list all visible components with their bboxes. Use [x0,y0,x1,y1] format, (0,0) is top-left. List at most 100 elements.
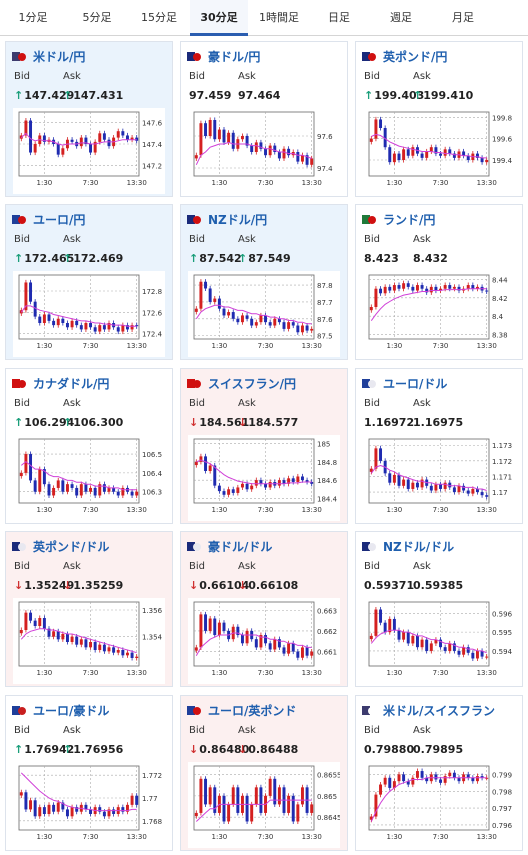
tab-0[interactable]: 1分足 [18,11,48,24]
arrow-down-icon: ↓ [238,579,248,592]
candle-body [268,481,272,488]
pair-name[interactable]: 豪ドル/ドル [208,539,273,554]
candle-body [38,316,42,323]
pair-name[interactable]: 英ポンド/円 [383,49,448,64]
rate-card-title[interactable]: 米ドル/円 [12,48,85,64]
candle-body [102,484,106,492]
x-tick-label: 7:30 [433,342,449,350]
rate-card-title[interactable]: 英ポンド/ドル [12,538,109,554]
mini-chart[interactable]: 1.173 1.172 1.171 1.17 1:30 7:30 13:30 [363,435,515,521]
pair-name[interactable]: 米ドル/スイスフラン [383,703,496,718]
x-tick-label: 13:30 [302,179,322,187]
mini-chart[interactable]: 199.8 199.6 199.4 1:30 7:30 13:30 [363,108,515,194]
candle-body [194,647,198,651]
candle-body [194,461,198,466]
mini-chart[interactable]: 0.799 0.798 0.797 0.796 1:30 7:30 13:30 [363,762,515,848]
candle-body [291,643,295,652]
tab-6[interactable]: 週足 [390,11,412,24]
rate-card-title[interactable]: 米ドル/スイスフラン [362,702,495,718]
mini-chart[interactable]: 1.772 1.77 1.768 1:30 7:30 13:30 [13,762,165,848]
rate-card-title[interactable]: ユーロ/円 [12,211,85,227]
mini-chart[interactable]: 0.663 0.662 0.661 1:30 7:30 13:30 [188,598,340,684]
x-tick-label: 7:30 [83,833,99,841]
mini-chart[interactable]: 0.596 0.595 0.594 1:30 7:30 13:30 [363,598,515,684]
pair-name[interactable]: 米ドル/円 [33,49,86,64]
ask-label: Ask [63,725,81,736]
candle-body [305,480,309,482]
mini-chart[interactable]: 97.6 97.4 1:30 7:30 13:30 [188,108,340,194]
tab-4[interactable]: 1時間足 [259,11,299,24]
mini-chart[interactable]: 1.356 1.354 1:30 7:30 13:30 [13,598,165,684]
candle-body [277,480,281,486]
candle-body [388,473,392,483]
ask-price: 172.469 [73,252,124,265]
rate-card-title[interactable]: カナダドル/円 [12,375,109,391]
y-tick-label: 0.797 [492,805,512,813]
candlestick-chart: 185 184.8 184.6 184.4 1:30 7:30 13:30 [188,435,340,521]
pair-name[interactable]: カナダドル/円 [33,376,110,391]
x-tick-label: 7:30 [83,669,99,677]
pair-name[interactable]: NZドル/円 [208,212,268,227]
pair-name[interactable]: スイスフラン/円 [208,376,297,391]
candle-body [439,153,443,156]
pair-name[interactable]: ユーロ/ドル [383,376,448,391]
mini-chart[interactable]: 106.5 106.4 106.3 1:30 7:30 13:30 [13,435,165,521]
mini-chart[interactable]: 8.44 8.42 8.4 8.38 1:30 7:30 13:30 [363,271,515,357]
mini-chart[interactable]: 147.6 147.4 147.2 1:30 7:30 13:30 [13,108,165,194]
pair-name[interactable]: ランド/円 [383,212,436,227]
candle-body [420,153,424,158]
pair-name[interactable]: ユーロ/豪ドル [33,703,110,718]
candle-body [466,647,470,653]
rate-card-title[interactable]: NZドル/円 [187,211,267,227]
pair-name[interactable]: ユーロ/円 [33,212,86,227]
rate-card-title[interactable]: スイスフラン/円 [187,375,296,391]
pair-name[interactable]: 豪ドル/円 [208,49,261,64]
candle-body [259,635,263,648]
ask-price: 87.549 [248,252,291,265]
candle-body [277,318,281,323]
rate-card-title[interactable]: ユーロ/ドル [362,375,447,391]
candle-body [374,119,378,139]
tab-2[interactable]: 15分足 [141,11,177,24]
candle-body [107,647,111,652]
rate-card-title[interactable]: ユーロ/豪ドル [12,702,109,718]
candle-body [388,147,392,163]
candle-body [443,285,447,289]
rate-card-title[interactable]: ランド/円 [362,211,435,227]
candle-body [194,308,198,312]
candle-body [52,804,56,812]
x-tick-label: 1:30 [212,833,228,841]
x-tick-label: 13:30 [302,506,322,514]
bid-price: 147.429 [24,89,75,102]
rate-card-title[interactable]: NZドル/ドル [362,538,454,554]
candle-body [84,639,88,648]
tab-5[interactable]: 日足 [328,11,350,24]
candle-body [259,315,263,323]
rate-card-title[interactable]: 豪ドル/円 [187,48,260,64]
candle-body [42,618,46,629]
x-tick-label: 7:30 [433,506,449,514]
tab-7[interactable]: 月足 [452,11,474,24]
rate-card-title[interactable]: ユーロ/英ポンド [187,702,296,718]
rate-card-title[interactable]: 英ポンド/円 [362,48,447,64]
candle-body [259,787,263,813]
candle-body [305,647,309,656]
candle-body [70,807,74,817]
pair-name[interactable]: ユーロ/英ポンド [208,703,297,718]
pair-name[interactable]: 英ポンド/ドル [33,539,110,554]
tab-1[interactable]: 5分足 [82,11,112,24]
mini-chart[interactable]: 185 184.8 184.6 184.4 1:30 7:30 13:30 [188,435,340,521]
pair-name[interactable]: NZドル/ドル [383,539,455,554]
moving-average-line [370,288,487,321]
candle-body [89,487,93,492]
x-tick-label: 7:30 [433,833,449,841]
x-tick-label: 13:30 [127,506,147,514]
candle-body [310,481,314,484]
y-tick-label: 8.4 [492,313,504,321]
mini-chart[interactable]: 87.8 87.7 87.6 87.5 1:30 7:30 13:30 [188,271,340,357]
rate-card-title[interactable]: 豪ドル/ドル [187,538,272,554]
rate-card: 豪ドル/ドル Bid Ask ↓0.66104 ↓0.66108 0.663 0.662 0.… [180,531,348,687]
tab-3[interactable]: 30分足 [190,0,248,36]
mini-chart[interactable]: 172.8 172.6 172.4 1:30 7:30 13:30 [13,271,165,357]
mini-chart[interactable]: 0.8655 0.865 0.8645 1:30 7:30 13:30 [188,762,340,848]
